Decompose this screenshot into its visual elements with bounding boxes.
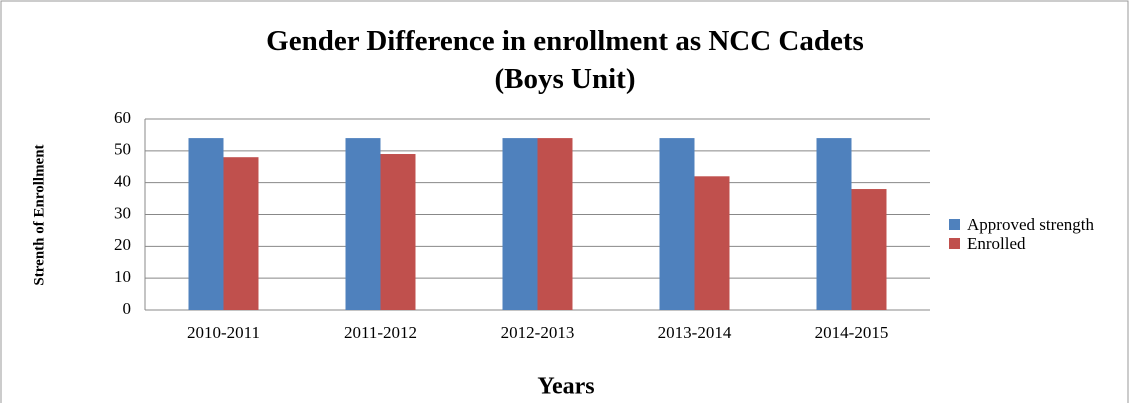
legend-label: Approved strength bbox=[967, 215, 1095, 234]
x-tick-label: 2013-2014 bbox=[658, 323, 732, 342]
x-tick-label: 2012-2013 bbox=[501, 323, 575, 342]
legend: Approved strength Enrolled bbox=[945, 215, 1095, 253]
y-tick-label: 60 bbox=[114, 108, 131, 127]
x-axis-label: Years bbox=[537, 374, 594, 400]
bar bbox=[816, 138, 852, 310]
y-tick-label: 0 bbox=[123, 299, 132, 318]
y-tick-label: 20 bbox=[114, 235, 131, 254]
bar bbox=[694, 176, 730, 310]
bar bbox=[380, 154, 416, 310]
bar bbox=[223, 157, 259, 310]
bar bbox=[659, 138, 695, 310]
y-tick-label: 40 bbox=[114, 172, 131, 191]
x-tick-label: 2011-2012 bbox=[344, 323, 417, 342]
legend-swatch bbox=[949, 219, 960, 230]
chart-title: Gender Difference in enrollment as NCC C… bbox=[266, 25, 864, 95]
legend-swatch bbox=[949, 238, 960, 249]
bar bbox=[188, 138, 224, 310]
x-tick-label: 2010-2011 bbox=[187, 323, 260, 342]
bar bbox=[537, 138, 573, 310]
y-axis-label: Strenth of Enrollment bbox=[31, 144, 47, 285]
y-tick-label: 50 bbox=[114, 140, 131, 159]
y-tick-label: 10 bbox=[114, 267, 131, 286]
y-tick-label: 30 bbox=[114, 203, 131, 222]
legend-item: Approved strength bbox=[945, 215, 1095, 234]
bar bbox=[345, 138, 381, 310]
x-tick-label: 2014-2015 bbox=[815, 323, 889, 342]
bar bbox=[851, 189, 887, 310]
legend-item: Enrolled bbox=[945, 234, 1095, 253]
legend-label: Enrolled bbox=[967, 234, 1026, 253]
bar bbox=[502, 138, 538, 310]
